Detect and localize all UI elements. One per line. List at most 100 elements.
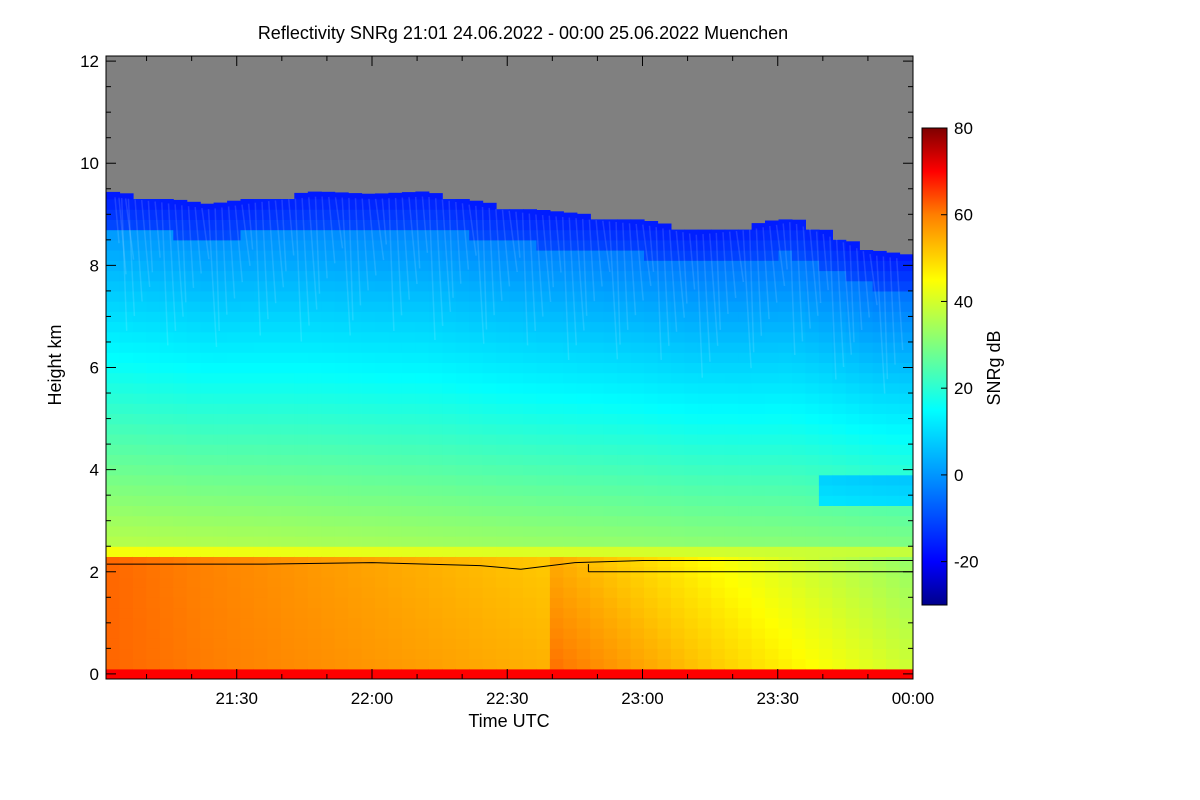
heatmap-cell xyxy=(132,219,147,231)
heatmap-cell xyxy=(442,505,457,517)
heatmap-cell xyxy=(253,536,268,547)
heatmap-cell xyxy=(818,556,833,568)
heatmap-cell xyxy=(321,638,336,649)
heatmap-cell xyxy=(482,301,497,312)
heatmap-cell xyxy=(132,331,147,343)
heatmap-cell xyxy=(321,556,336,568)
heatmap-cell xyxy=(845,505,860,517)
heatmap-cell xyxy=(200,536,215,547)
heatmap-cell xyxy=(738,474,753,486)
heatmap-cell xyxy=(132,515,147,527)
heatmap-cell xyxy=(818,444,833,455)
heatmap-cell xyxy=(765,597,780,609)
heatmap-cell xyxy=(603,638,618,649)
heatmap-cell xyxy=(791,352,806,363)
heatmap-cell xyxy=(455,403,470,414)
heatmap-cell xyxy=(899,587,913,598)
heatmap-cell xyxy=(132,556,147,568)
heatmap-cell xyxy=(603,464,618,476)
heatmap-cell xyxy=(576,627,591,639)
heatmap-cell xyxy=(469,311,484,323)
heatmap-cell xyxy=(603,250,618,261)
heatmap-cell xyxy=(213,576,228,588)
heatmap-cell xyxy=(765,250,780,261)
heatmap-cell xyxy=(159,474,174,486)
heatmap-cell xyxy=(899,658,913,670)
heatmap-cell xyxy=(361,474,376,486)
heatmap-cell xyxy=(294,229,309,241)
heatmap-cell xyxy=(415,199,430,210)
heatmap-cell xyxy=(832,474,847,486)
heatmap-cell xyxy=(617,638,632,649)
heatmap-cell xyxy=(644,536,659,547)
heatmap-cell xyxy=(563,321,578,333)
heatmap-cell xyxy=(523,556,537,568)
heatmap-cell xyxy=(536,474,551,486)
heatmap-cell xyxy=(549,250,564,261)
heatmap-cell xyxy=(549,342,564,353)
heatmap-cell xyxy=(240,515,255,527)
heatmap-cell xyxy=(348,250,363,261)
heatmap-cell xyxy=(617,556,632,568)
heatmap-cell xyxy=(684,331,699,343)
heatmap-cell xyxy=(348,536,363,547)
fall-streak xyxy=(835,239,845,368)
heatmap-cell xyxy=(334,658,349,670)
heatmap-cell xyxy=(509,321,524,333)
heatmap-cell xyxy=(442,638,457,649)
heatmap-cell xyxy=(630,331,645,343)
heatmap-cell xyxy=(724,474,739,486)
heatmap-cell xyxy=(832,638,847,649)
heatmap-cell xyxy=(334,627,349,639)
heatmap-cell xyxy=(496,597,511,609)
heatmap-cell xyxy=(321,668,336,679)
heatmap-cell xyxy=(496,331,511,343)
heatmap-cell xyxy=(899,536,913,547)
heatmap-cell xyxy=(630,413,645,425)
heatmap-cell xyxy=(442,668,457,679)
heatmap-cell xyxy=(859,444,874,455)
heatmap-cell xyxy=(630,536,645,547)
heatmap-cell xyxy=(132,607,147,619)
heatmap-cell xyxy=(617,311,632,323)
heatmap-cell xyxy=(791,311,806,323)
heatmap-cell xyxy=(859,627,874,639)
heatmap-cell xyxy=(146,403,161,414)
heatmap-cell xyxy=(307,515,322,527)
fall-streak xyxy=(762,227,770,320)
heatmap-cell xyxy=(536,607,551,619)
heatmap-cell xyxy=(738,321,753,333)
heatmap-cell xyxy=(684,403,699,414)
heatmap-cell xyxy=(563,433,578,445)
heatmap-cell xyxy=(765,220,780,231)
heatmap-cell xyxy=(442,209,457,220)
heatmap-cell xyxy=(186,515,201,527)
heatmap-cell xyxy=(267,464,282,476)
heatmap-cell xyxy=(173,331,188,343)
heatmap-cell xyxy=(872,668,887,679)
heatmap-cell xyxy=(684,546,699,557)
heatmap-cell xyxy=(307,382,322,394)
heatmap-cell xyxy=(670,597,685,609)
heatmap-cell xyxy=(724,382,739,394)
heatmap-cell xyxy=(119,219,134,231)
heatmap-cell xyxy=(549,301,564,312)
heatmap-cell xyxy=(778,607,793,619)
heatmap-cell xyxy=(496,485,511,496)
heatmap-cell xyxy=(832,454,847,466)
heatmap-cell xyxy=(200,321,215,333)
heatmap-cell xyxy=(267,372,282,384)
heatmap-cell xyxy=(886,290,901,302)
heatmap-cell xyxy=(845,311,860,323)
heatmap-cell xyxy=(469,250,484,261)
heatmap-cell xyxy=(563,597,578,609)
heatmap-cell xyxy=(348,668,363,679)
heatmap-cell xyxy=(738,607,753,619)
heatmap-cell xyxy=(697,403,712,414)
heatmap-cell xyxy=(778,260,793,272)
heatmap-cell xyxy=(590,607,605,619)
heatmap-cell xyxy=(159,658,174,670)
heatmap-cell xyxy=(186,331,201,343)
heatmap-cell xyxy=(549,607,564,619)
heatmap-cell xyxy=(348,403,363,414)
